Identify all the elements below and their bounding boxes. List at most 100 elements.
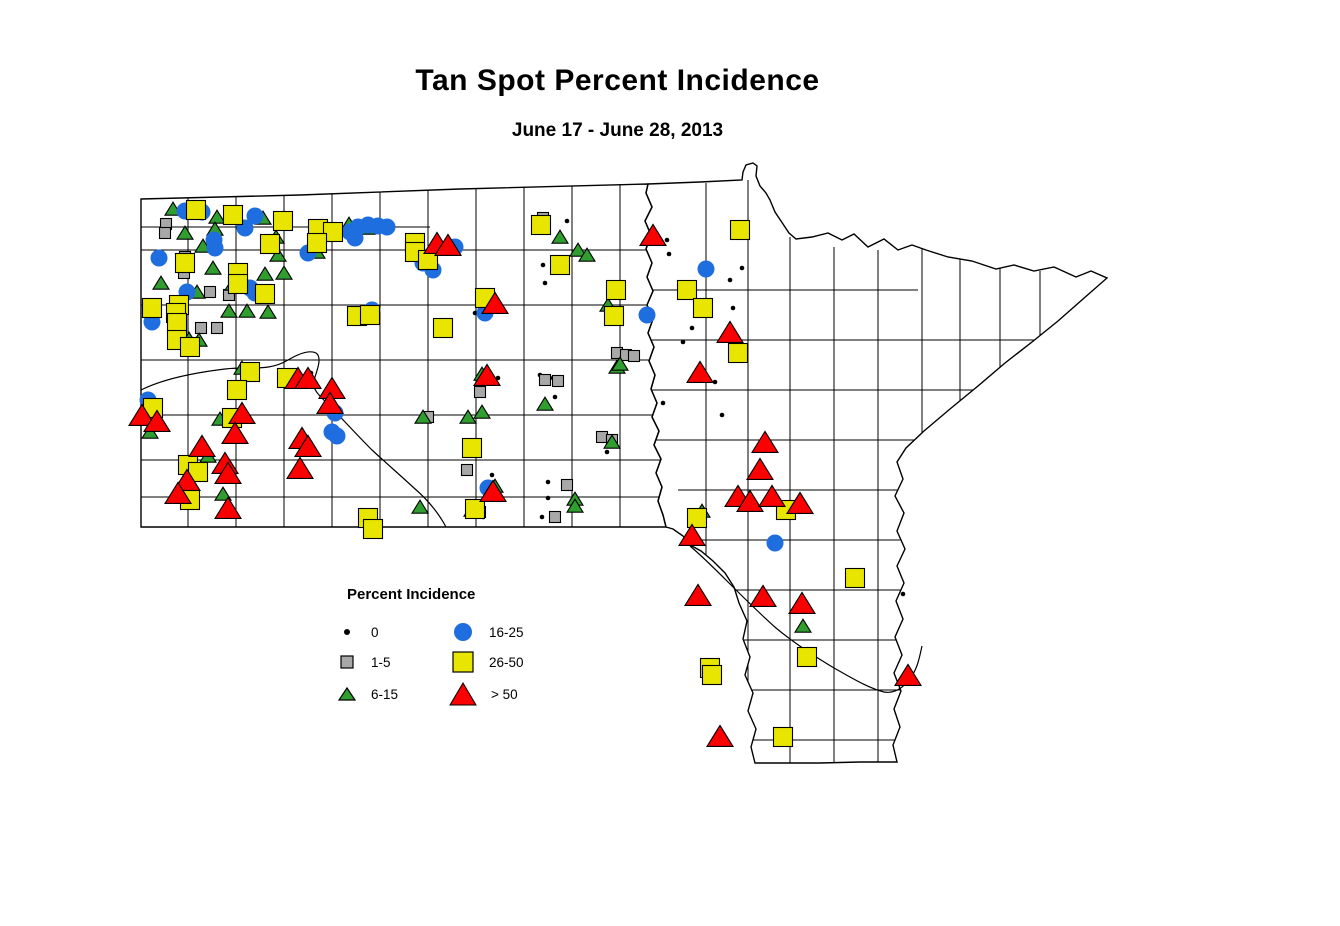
marker-red-gt50	[678, 523, 706, 546]
marker-blue-16-25	[766, 534, 784, 552]
marker-gray-1-5	[560, 478, 574, 492]
marker-dot-0	[712, 379, 718, 385]
marker-dot-0	[900, 591, 906, 597]
legend-label: > 50	[491, 686, 518, 702]
marker-red-gt50	[164, 481, 192, 504]
marker-yellow-26-50	[272, 210, 294, 232]
marker-red-gt50	[143, 409, 171, 432]
marker-yellow-26-50	[166, 312, 188, 334]
marker-red-gt50	[316, 391, 344, 414]
marker-dot-0	[664, 237, 670, 243]
marker-gray-1-5	[548, 510, 562, 524]
marker-yellow-26-50	[692, 297, 714, 319]
marker-yellow-26-50	[729, 219, 751, 241]
marker-green-6-15	[275, 265, 293, 280]
minnesota-river-line	[689, 545, 923, 693]
marker-red-gt50	[894, 663, 922, 686]
marker-yellow-26-50	[141, 297, 163, 319]
marker-yellow-26-50	[226, 379, 248, 401]
marker-dot-0	[540, 262, 546, 268]
marker-red-gt50	[128, 403, 156, 426]
marker-green-6-15	[269, 247, 287, 262]
marker-dot-0	[680, 339, 686, 345]
marker-yellow-26-50	[259, 233, 281, 255]
legend-item-1-5: 1-5	[334, 653, 391, 671]
marker-yellow-26-50	[701, 664, 723, 686]
marker-dot-0	[727, 277, 733, 283]
date-range-subtitle: June 17 - June 28, 2013	[511, 120, 724, 141]
marker-blue-16-25	[150, 249, 168, 267]
marker-green-6-15	[794, 618, 812, 633]
marker-red-gt50	[294, 434, 322, 457]
minnesota-outline	[644, 162, 1109, 764]
legend-label: 6-15	[371, 686, 399, 702]
marker-red-gt50	[716, 320, 744, 343]
blue-circle-icon	[454, 623, 472, 641]
legend-item-6-15: 6-15	[334, 685, 398, 703]
marker-blue-16-25	[206, 239, 224, 257]
marker-gray-1-5	[158, 226, 172, 240]
yellow-square-icon	[452, 651, 474, 673]
marker-green-6-15	[238, 303, 256, 318]
marker-yellow-26-50	[530, 214, 552, 236]
marker-gray-1-5	[194, 321, 208, 335]
marker-yellow-26-50	[239, 361, 261, 383]
marker-red-gt50	[173, 468, 201, 491]
marker-gray-1-5	[627, 349, 641, 363]
marker-green-6-15	[256, 266, 274, 281]
marker-yellow-26-50	[727, 342, 749, 364]
marker-red-gt50	[639, 223, 667, 246]
legend-label: 0	[371, 624, 379, 640]
marker-green-6-15	[566, 498, 584, 513]
marker-yellow-26-50	[772, 726, 794, 748]
marker-yellow-26-50	[254, 283, 276, 305]
marker-dot-0	[719, 412, 725, 418]
marker-dot-0	[552, 394, 558, 400]
marker-yellow-26-50	[227, 273, 249, 295]
marker-green-6-15	[536, 396, 554, 411]
marker-gray-1-5	[538, 373, 552, 387]
marker-red-gt50	[751, 430, 779, 453]
marker-green-6-15	[176, 225, 194, 240]
marker-blue-16-25	[346, 229, 364, 247]
marker-yellow-26-50	[222, 204, 244, 226]
marker-green-6-15	[204, 260, 222, 275]
marker-yellow-26-50	[464, 498, 486, 520]
marker-gray-1-5	[203, 285, 217, 299]
marker-dot-0	[495, 375, 501, 381]
marker-red-gt50	[686, 360, 714, 383]
gray-square-icon	[340, 655, 354, 669]
marker-blue-16-25	[378, 218, 396, 236]
marker-yellow-26-50	[603, 305, 625, 327]
marker-dot-0	[545, 495, 551, 501]
marker-gray-1-5	[595, 430, 609, 444]
marker-green-6-15	[578, 247, 596, 262]
marker-dot-0	[539, 514, 545, 520]
marker-green-6-15	[208, 209, 226, 224]
marker-dot-0	[666, 251, 672, 257]
marker-yellow-26-50	[185, 199, 207, 221]
marker-red-gt50	[479, 479, 507, 502]
legend-label: 26-50	[489, 654, 524, 670]
marker-red-gt50	[434, 233, 462, 256]
legend-item-16-25: 16-25	[448, 621, 524, 643]
incidence-markers-layer	[128, 199, 922, 748]
marker-red-gt50	[684, 583, 712, 606]
marker-green-6-15	[259, 304, 277, 319]
marker-green-6-15	[473, 404, 491, 419]
marker-dot-0	[542, 280, 548, 286]
marker-red-gt50	[214, 461, 242, 484]
marker-red-gt50	[736, 489, 764, 512]
marker-yellow-26-50	[432, 317, 454, 339]
marker-dot-0	[660, 400, 666, 406]
marker-red-gt50	[758, 484, 786, 507]
legend-label: 1-5	[371, 654, 391, 670]
marker-blue-16-25	[697, 260, 715, 278]
marker-green-6-15	[220, 303, 238, 318]
marker-yellow-26-50	[174, 252, 196, 274]
marker-red-gt50	[749, 584, 777, 607]
marker-gray-1-5	[460, 463, 474, 477]
marker-red-gt50	[228, 401, 256, 424]
red-triangle-icon	[449, 682, 477, 706]
green-triangle-icon	[337, 686, 357, 701]
